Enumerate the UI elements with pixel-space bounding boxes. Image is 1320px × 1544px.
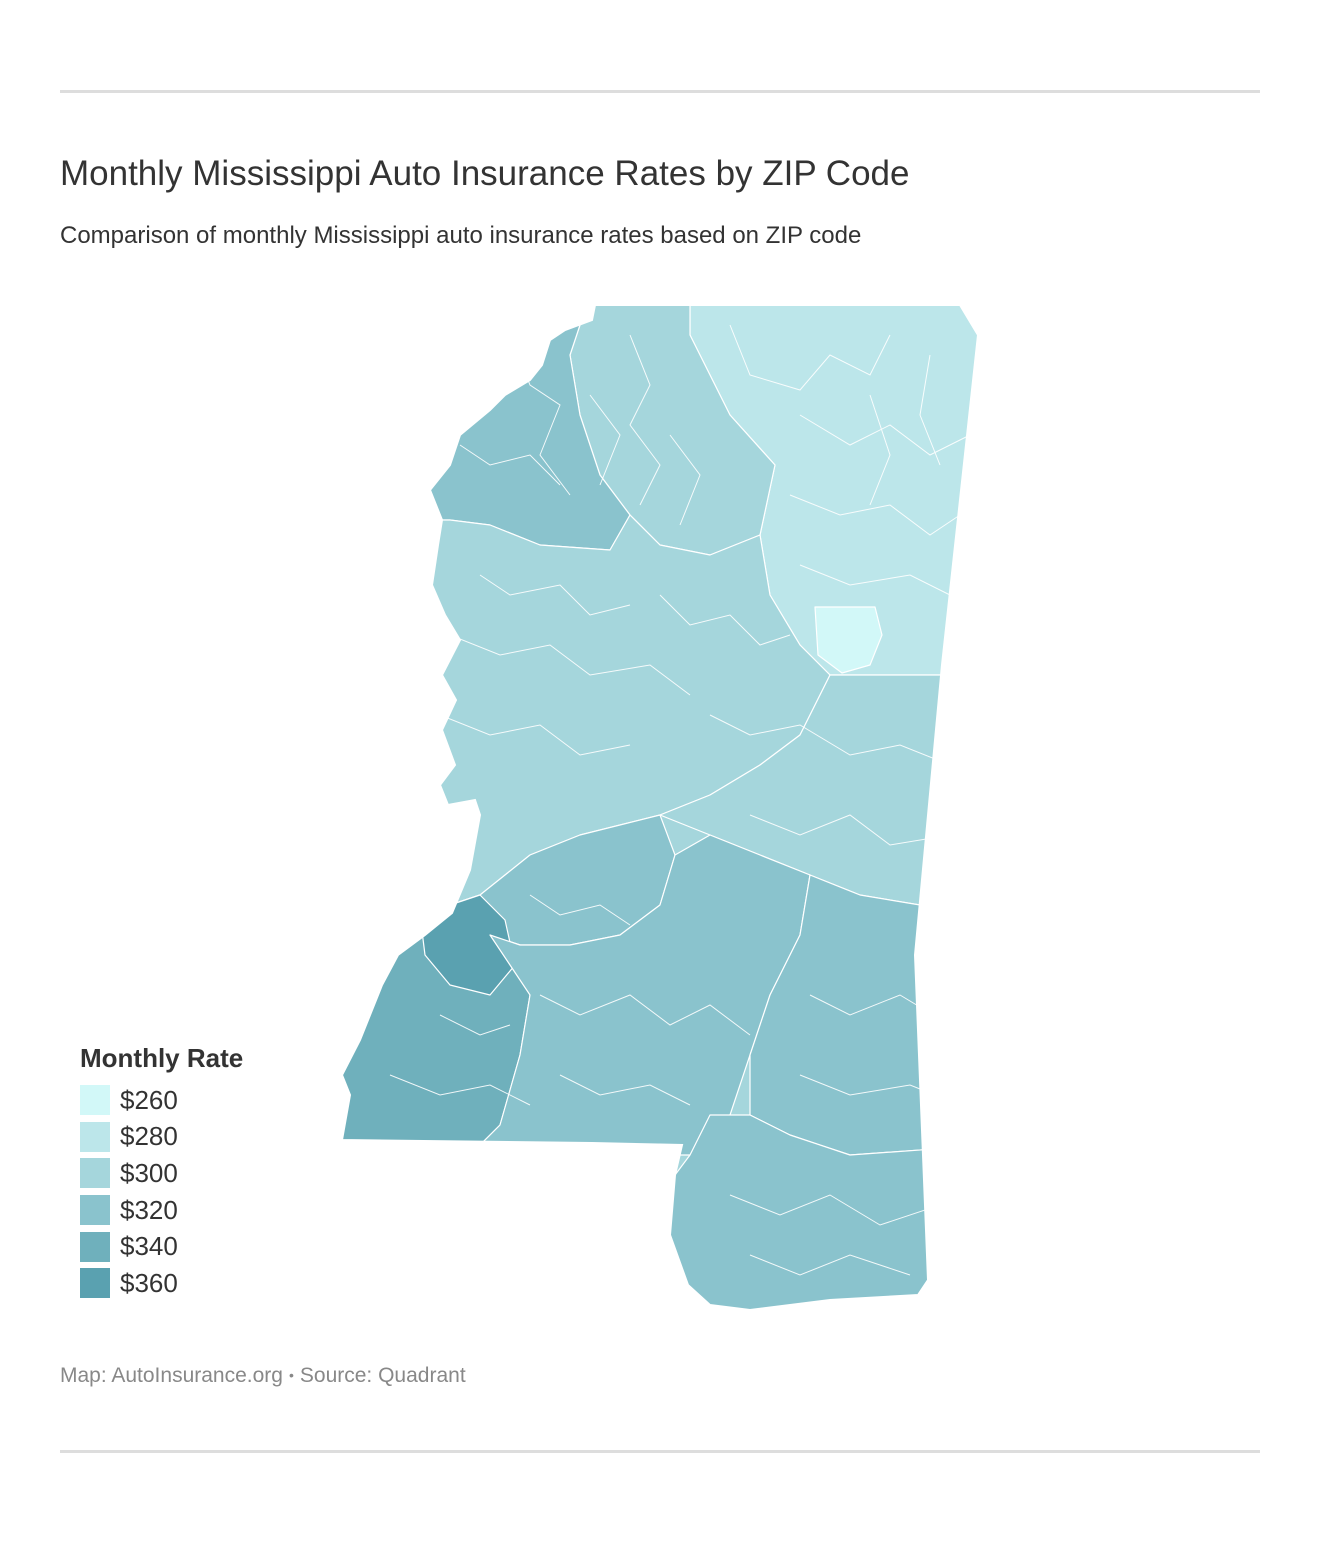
- page-title: Monthly Mississippi Auto Insurance Rates…: [60, 154, 910, 193]
- legend-item: $360: [80, 1265, 243, 1302]
- legend-label: $340: [120, 1231, 178, 1262]
- legend-label: $320: [120, 1194, 178, 1225]
- legend-item: $280: [80, 1119, 243, 1156]
- legend-swatch: [80, 1085, 110, 1116]
- legend-label: $360: [120, 1267, 178, 1298]
- bottom-divider: [60, 1450, 1260, 1453]
- map-attribution: Map: AutoInsurance.org: [60, 1364, 283, 1387]
- legend-swatch: [80, 1195, 110, 1226]
- zip-boundaries: [389, 324, 971, 1276]
- legend-swatch: [80, 1231, 110, 1262]
- legend-label: $300: [120, 1157, 178, 1188]
- source-attribution: Source: Quadrant: [299, 1364, 466, 1387]
- mississippi-zip-map: [341, 304, 979, 1311]
- legend-swatch: [80, 1121, 110, 1152]
- legend-item: $340: [80, 1228, 243, 1265]
- top-divider: [60, 90, 1260, 93]
- legend-label: $260: [120, 1084, 178, 1115]
- legend-swatch: [80, 1158, 110, 1189]
- credit-separator: •: [288, 1367, 294, 1383]
- map-legend: Monthly Rate $260 $280 $300 $320 $340 $3…: [80, 1043, 243, 1302]
- region-east-central-cluster: [814, 606, 883, 674]
- legend-item: $260: [80, 1082, 243, 1119]
- legend-item: $320: [80, 1192, 243, 1229]
- page-subtitle: Comparison of monthly Mississippi auto i…: [60, 222, 862, 249]
- legend-label: $280: [120, 1121, 178, 1152]
- legend-title: Monthly Rate: [80, 1043, 244, 1073]
- legend-item: $300: [80, 1155, 243, 1192]
- legend-swatch: [80, 1268, 110, 1299]
- map-credit: Map: AutoInsurance.org • Source: Quadrant: [60, 1364, 466, 1388]
